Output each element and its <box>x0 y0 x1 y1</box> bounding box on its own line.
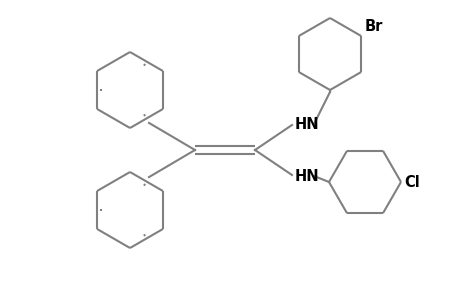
Text: HN: HN <box>294 116 319 131</box>
Text: Cl: Cl <box>403 175 419 190</box>
Text: HN: HN <box>294 169 319 184</box>
Text: Br: Br <box>364 19 382 34</box>
